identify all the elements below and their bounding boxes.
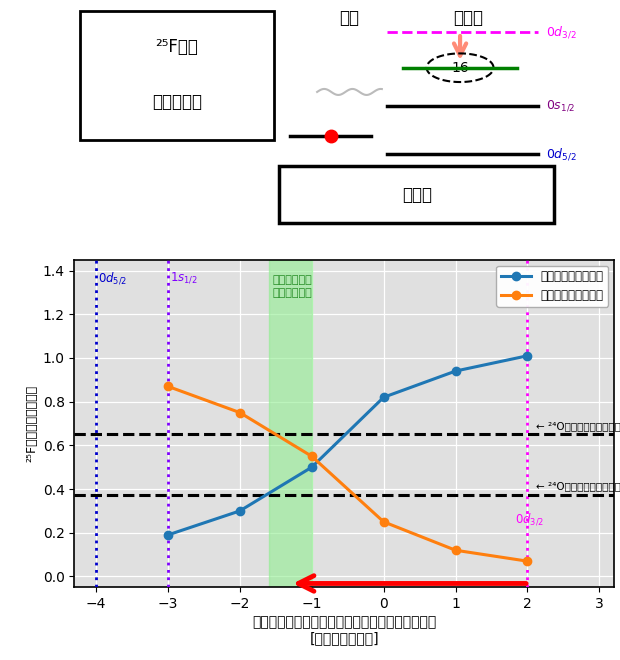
- Legend: 基底状態の存在確率, 励起状態の存在確率: 基底状態の存在確率, 励起状態の存在確率: [497, 265, 608, 307]
- Text: 中性子: 中性子: [453, 9, 483, 27]
- Bar: [80, 11, 274, 141]
- 基底状態の存在確率: [452, 367, 459, 375]
- 励起状態の存在確率: [452, 546, 459, 554]
- Text: ²⁵F核の: ²⁵F核の: [156, 38, 198, 56]
- Bar: [268, 259, 312, 587]
- Text: $0s_{1/2}$: $0s_{1/2}$: [546, 98, 575, 113]
- Text: $0d_{3/2}$: $0d_{3/2}$: [546, 24, 577, 40]
- Bar: [280, 166, 554, 224]
- Text: 16: 16: [451, 61, 469, 75]
- 基底状態の存在確率: [164, 531, 172, 539]
- 励起状態の存在確率: [164, 382, 172, 390]
- Text: ← ²⁴O基底状態の実験データ: ← ²⁴O基底状態の実験データ: [536, 481, 620, 491]
- Text: ← ²⁴O励起状態の実験データ: ← ²⁴O励起状態の実験データ: [536, 421, 620, 431]
- 基底状態の存在確率: [308, 463, 316, 471]
- Y-axis label: ²⁵F核内での存在確率: ²⁵F核内での存在確率: [25, 385, 38, 462]
- Text: 閉殻芯: 閉殻芯: [402, 185, 432, 203]
- 励起状態の存在確率: [380, 518, 388, 526]
- 励起状態の存在確率: [236, 409, 244, 416]
- X-axis label: パイ中間子交換相互作用の強度を示すパラメータ
[百万電子ボルト]: パイ中間子交換相互作用の強度を示すパラメータ [百万電子ボルト]: [252, 615, 436, 645]
- Text: $1s_{1/2}$: $1s_{1/2}$: [170, 271, 198, 285]
- 基底状態の存在確率: [380, 393, 388, 401]
- 基底状態の存在確率: [524, 352, 531, 360]
- Text: $0d_{3/2}$: $0d_{3/2}$: [515, 511, 544, 527]
- Text: $0d_{5/2}$: $0d_{5/2}$: [98, 271, 127, 286]
- Text: $0d_{5/2}$: $0d_{5/2}$: [546, 147, 577, 162]
- Line: 基底状態の存在確率: 基底状態の存在確率: [164, 352, 532, 539]
- Text: 陽子: 陽子: [340, 9, 360, 27]
- Line: 励起状態の存在確率: 励起状態の存在確率: [164, 382, 532, 566]
- 励起状態の存在確率: [524, 557, 531, 565]
- 基底状態の存在確率: [236, 507, 244, 515]
- Text: 実験データを
再現する領域: 実験データを 再現する領域: [272, 275, 312, 298]
- 励起状態の存在確率: [308, 452, 316, 460]
- Text: 一粒子準位: 一粒子準位: [152, 92, 202, 111]
